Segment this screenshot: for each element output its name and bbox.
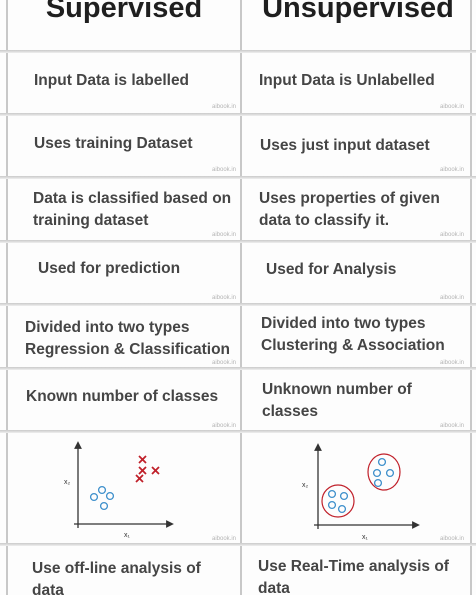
supervised-diagram-cell: x₂ x₁	[8, 433, 240, 543]
y-axis-label: x₂	[302, 482, 309, 489]
header-supervised: Supervised	[8, 0, 240, 50]
watermark: aibook.in	[212, 536, 237, 542]
watermark: aibook.in	[440, 295, 465, 301]
cell-text: Unknown number of classes	[262, 381, 412, 420]
cell-text: Used for Analysis	[266, 261, 397, 278]
unsupervised-cell: Divided into two types Clustering & Asso…	[244, 306, 468, 367]
cell-text: Data is classified based on training dat…	[33, 190, 232, 229]
cell-text: Divided into two types Regression & Clas…	[25, 319, 231, 358]
data-point	[327, 489, 337, 499]
cross-point	[138, 455, 147, 464]
table-row: Divided into two types Regression & Clas…	[0, 306, 476, 367]
cluster-boundary	[321, 484, 355, 518]
watermark: aibook.in	[440, 360, 465, 366]
watermark: aibook.in	[212, 232, 237, 238]
supervised-cell: Use off-line analysis of data	[8, 546, 240, 595]
unsupervised-diagram-cell: x₂ x₁	[244, 433, 468, 543]
data-point	[385, 468, 395, 478]
data-point	[105, 491, 115, 501]
unsupervised-cell: Used for Analysis	[244, 243, 468, 303]
cross-point	[135, 474, 144, 483]
unsupervised-cell: Use Real-Time analysis of data	[244, 546, 468, 595]
column-divider-right	[470, 0, 472, 595]
row-separator	[0, 543, 476, 546]
cell-text: Divided into two types Clustering & Asso…	[261, 315, 445, 354]
supervised-cell: Data is classified based on training dat…	[8, 179, 240, 240]
watermark: aibook.in	[440, 423, 465, 429]
classification-diagram: x₂ x₁	[64, 441, 174, 539]
cell-text: Use Real-Time analysis of data	[258, 558, 449, 595]
unsupervised-cell: Input Data is Unlabelled	[244, 53, 468, 113]
supervised-cell: Uses training Dataset	[8, 116, 240, 176]
data-point	[372, 468, 382, 478]
unsupervised-cell: Uses just input dataset	[244, 116, 468, 176]
table-row: Data is classified based on training dat…	[0, 179, 476, 240]
header-unsupervised-label: Unsupervised	[262, 0, 454, 24]
watermark: aibook.in	[212, 423, 237, 429]
header-unsupervised: Unsupervised	[244, 0, 472, 50]
data-point	[373, 478, 383, 488]
watermark: aibook.in	[440, 104, 465, 110]
data-point	[89, 492, 99, 502]
column-divider-left	[6, 0, 8, 595]
clustering-diagram: x₂ x₁	[302, 443, 420, 541]
cell-text: Use off-line analysis of data	[32, 560, 201, 595]
watermark: aibook.in	[212, 360, 237, 366]
cell-text: Known number of classes	[26, 388, 219, 405]
row-separator	[0, 240, 476, 243]
data-point	[337, 504, 347, 514]
supervised-cell: Used for prediction	[8, 243, 240, 303]
row-separator	[0, 430, 476, 433]
watermark: aibook.in	[212, 295, 237, 301]
x-axis-label: x₁	[362, 534, 369, 541]
data-point	[377, 457, 387, 467]
table-row: Used for prediction Used for Analysis ai…	[0, 243, 476, 303]
watermark: aibook.in	[440, 536, 465, 542]
table-row: Use off-line analysis of data Use Real-T…	[0, 546, 476, 595]
data-point	[97, 485, 107, 495]
supervised-cell: Known number of classes	[8, 370, 240, 430]
cluster-boundary	[367, 453, 401, 491]
row-separator	[0, 176, 476, 179]
cell-text: Uses properties of given data to classif…	[259, 190, 440, 229]
unsupervised-cell: Uses properties of given data to classif…	[244, 179, 468, 240]
cell-text: Uses training Dataset	[34, 135, 193, 152]
row-separator	[0, 303, 476, 306]
cross-point	[151, 466, 160, 475]
unsupervised-cell: Unknown number of classes	[244, 370, 468, 430]
data-point	[339, 491, 349, 501]
watermark: aibook.in	[212, 167, 237, 173]
x-axis-label: x₁	[124, 532, 131, 539]
table-row: Input Data is labelled Input Data is Unl…	[0, 53, 476, 113]
cell-text: Used for prediction	[38, 260, 181, 277]
data-point	[327, 500, 337, 510]
watermark: aibook.in	[212, 104, 237, 110]
y-axis-label: x₂	[64, 479, 71, 486]
watermark: aibook.in	[440, 232, 465, 238]
row-separator	[0, 113, 476, 116]
header-supervised-label: Supervised	[45, 0, 203, 24]
table-row: Uses training Dataset Uses just input da…	[0, 116, 476, 176]
supervised-cell: Input Data is labelled	[8, 53, 240, 113]
cell-text: Input Data is labelled	[34, 72, 190, 89]
table-row: Known number of classes Unknown number o…	[0, 370, 476, 430]
data-point	[99, 501, 109, 511]
cell-text: Uses just input dataset	[260, 137, 430, 154]
cross-point	[138, 466, 147, 475]
row-separator	[0, 50, 476, 53]
watermark: aibook.in	[440, 167, 465, 173]
column-divider-middle	[240, 0, 242, 595]
row-separator	[0, 367, 476, 370]
cell-text: Input Data is Unlabelled	[259, 72, 435, 89]
table-header: Supervised Unsupervised	[0, 0, 476, 50]
supervised-cell: Divided into two types Regression & Clas…	[8, 306, 240, 367]
diagram-row: x₂ x₁	[0, 433, 476, 543]
